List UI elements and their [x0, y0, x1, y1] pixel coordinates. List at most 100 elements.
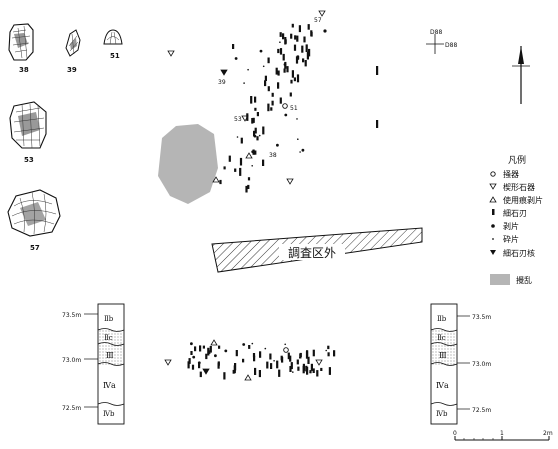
microblade-mark — [242, 358, 245, 363]
microblade-mark — [247, 177, 251, 181]
left-layer-4: Ⅳb — [103, 410, 115, 418]
microblade-mark — [223, 166, 226, 170]
microblade-mark — [271, 92, 274, 97]
microblade-mark — [259, 351, 262, 358]
flake-mark — [264, 347, 267, 350]
used-flake-mark — [212, 176, 220, 183]
microblade-mark — [228, 155, 231, 162]
microblade-mark — [312, 349, 315, 357]
microblade-mark — [291, 70, 294, 78]
left-layer-0: Ⅱb — [104, 315, 114, 323]
microblade-mark — [279, 32, 282, 37]
flake-mark — [262, 65, 265, 68]
used-flake-mark — [244, 374, 252, 381]
scale-bar: 0 1 2m — [453, 430, 553, 441]
microblade-mark — [270, 363, 273, 369]
legend-title: 凡例 — [508, 154, 526, 166]
dot-icon — [491, 224, 495, 228]
flake-mark — [224, 349, 228, 353]
microblade-mark — [199, 345, 202, 352]
outside-survey-label: 調査区外 — [288, 246, 336, 260]
right-layer-2: Ⅲ — [439, 351, 447, 360]
point-label-51: 51 — [290, 105, 298, 112]
microblade-mark — [262, 159, 265, 166]
legend-item-2: 使用痕剥片 — [503, 195, 543, 205]
artifact-39-drawing — [65, 29, 81, 57]
microblade-mark — [287, 352, 290, 360]
microblade-mark — [296, 359, 299, 365]
flake-mark — [234, 57, 238, 60]
flake-mark — [323, 29, 327, 33]
flake-mark — [273, 360, 275, 362]
artifact-label-38: 38 — [19, 66, 29, 74]
microblade-mark — [327, 352, 330, 357]
microblade-mark — [277, 82, 280, 89]
scale-tick-1: 1 — [500, 430, 504, 437]
legend-item-6: 細石刃核 — [503, 248, 535, 258]
microblade-mark — [254, 127, 257, 134]
microblade-mark — [298, 25, 301, 33]
microblade-mark — [245, 185, 248, 193]
microblade-mark — [310, 30, 313, 37]
right-layer-0: Ⅱb — [437, 315, 447, 323]
small-dot-icon — [492, 238, 494, 240]
microblade-mark — [205, 353, 208, 360]
microblade-mark — [289, 92, 292, 97]
flake-mark — [284, 113, 288, 117]
microblade-mark — [299, 352, 302, 358]
microblade-mark — [333, 350, 336, 357]
flake-mark — [258, 134, 261, 137]
flake-mark — [299, 356, 301, 359]
core-mark — [220, 69, 228, 76]
flake-mark — [247, 68, 249, 71]
right-elev-0: 73.5m — [472, 314, 491, 321]
north-arrow — [512, 46, 530, 104]
microblade-mark — [302, 58, 305, 63]
section-column-left: 73.5m 73.0m 72.5m Ⅱb Ⅱc Ⅲ Ⅳa Ⅳb — [62, 303, 125, 425]
microblade-mark — [252, 117, 255, 123]
microblade-mark — [232, 369, 235, 374]
microblade-mark — [264, 80, 267, 87]
microblade-mark — [240, 137, 243, 144]
microblade-mark — [251, 118, 254, 124]
microblade-mark — [191, 364, 195, 370]
flake-mark — [276, 143, 279, 147]
flake-mark — [292, 371, 294, 373]
microblade-mark — [289, 366, 292, 372]
microblade-mark — [258, 370, 261, 378]
wedge-tool-mark — [241, 115, 249, 122]
artifact-57-drawing — [7, 189, 61, 237]
microblade-mark — [277, 70, 280, 76]
artifact-label-51: 51 — [110, 52, 120, 60]
right-layer-1: Ⅱc — [437, 334, 446, 342]
microblade-mark — [293, 44, 297, 51]
core-mark — [202, 368, 210, 375]
microblade-mark — [296, 35, 299, 42]
microblade-mark — [277, 48, 280, 54]
plan-point-labels: 57 39 51 53 38 — [218, 17, 322, 159]
triangle-down-icon — [489, 183, 497, 190]
microblade-mark — [269, 353, 272, 360]
microblade-mark — [235, 350, 238, 357]
microblade-mark — [320, 367, 323, 371]
microblade-mark — [282, 33, 285, 40]
flake-mark — [296, 118, 298, 120]
scraper-mark — [283, 347, 289, 353]
microblade-mark — [289, 355, 292, 362]
microblade-mark — [256, 136, 259, 141]
flake-mark — [214, 354, 217, 358]
flake-mark — [297, 138, 299, 140]
wedge-tool-mark — [167, 50, 175, 57]
microblade-mark — [282, 53, 285, 61]
microblade-mark — [190, 351, 193, 355]
microblade-mark — [188, 358, 191, 364]
artifact-label-53: 53 — [24, 156, 34, 164]
microblade-mark — [247, 184, 250, 189]
legend-item-3: 細石刃 — [503, 208, 527, 218]
outside-survey-label-bg — [279, 244, 345, 260]
ring-icon — [490, 171, 496, 177]
microblade-mark — [306, 350, 309, 356]
microblade-mark — [279, 48, 283, 55]
microblade-mark — [307, 24, 310, 30]
microblade-mark — [234, 168, 237, 172]
